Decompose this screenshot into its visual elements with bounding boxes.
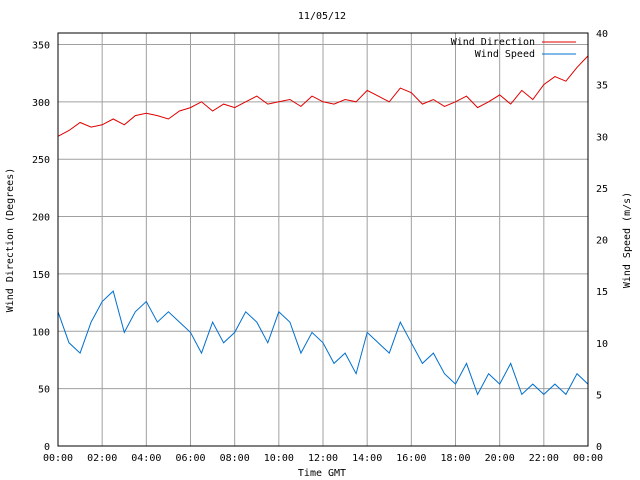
legend-label-wind-direction: Wind Direction: [451, 37, 535, 48]
legend-label-wind-speed: Wind Speed: [475, 49, 535, 60]
y-left-tick-label: 150: [32, 270, 50, 281]
grid-lines: [58, 33, 588, 446]
y-left-tick-label: 100: [32, 327, 50, 338]
tick-labels: 00:00 02:00 04:00 06:00 08:00 10:00 12:00 14:00…: [32, 29, 608, 464]
x-axis-label: Time GMT: [298, 468, 346, 479]
series-lines: [57, 55, 589, 396]
x-tick-label: 00:00: [573, 453, 603, 464]
x-tick-label: 14:00: [352, 453, 382, 464]
y-left-tick-label: 200: [32, 213, 50, 224]
y-right-tick-label: 5: [596, 390, 602, 401]
y-left-tick-label: 300: [32, 98, 50, 109]
chart-title: 11/05/12: [298, 11, 346, 22]
x-tick-label: 10:00: [264, 453, 294, 464]
y-right-tick-label: 10: [596, 339, 608, 350]
x-tick-label: 20:00: [485, 453, 515, 464]
y-left-tick-label: 250: [32, 155, 50, 166]
y-right-tick-label: 20: [596, 236, 608, 247]
x-tick-label: 22:00: [529, 453, 559, 464]
y-right-tick-label: 25: [596, 184, 608, 195]
x-tick-label: 12:00: [308, 453, 338, 464]
y-right-tick-label: 35: [596, 81, 608, 92]
y-right-tick-label: 30: [596, 132, 608, 143]
y-right-tick-label: 15: [596, 287, 608, 298]
x-tick-label: 16:00: [396, 453, 426, 464]
wind-speed-line: [57, 290, 589, 396]
x-tick-label: 04:00: [131, 453, 161, 464]
x-tick-label: 00:00: [43, 453, 73, 464]
y-right-tick-label: 0: [596, 442, 602, 453]
y-axis-right-label: Wind Speed (m/s): [622, 192, 633, 288]
x-tick-label: 08:00: [220, 453, 250, 464]
y-left-tick-label: 0: [44, 442, 50, 453]
wind-direction-line: [57, 55, 589, 137]
y-left-tick-label: 50: [38, 385, 50, 396]
y-right-tick-label: 40: [596, 29, 608, 40]
x-tick-label: 06:00: [175, 453, 205, 464]
plot-frame: [57, 32, 589, 447]
x-tick-label: 18:00: [440, 453, 470, 464]
y-axis-left-label: Wind Direction (Degrees): [5, 168, 16, 313]
y-left-tick-label: 350: [32, 40, 50, 51]
x-tick-label: 02:00: [87, 453, 117, 464]
